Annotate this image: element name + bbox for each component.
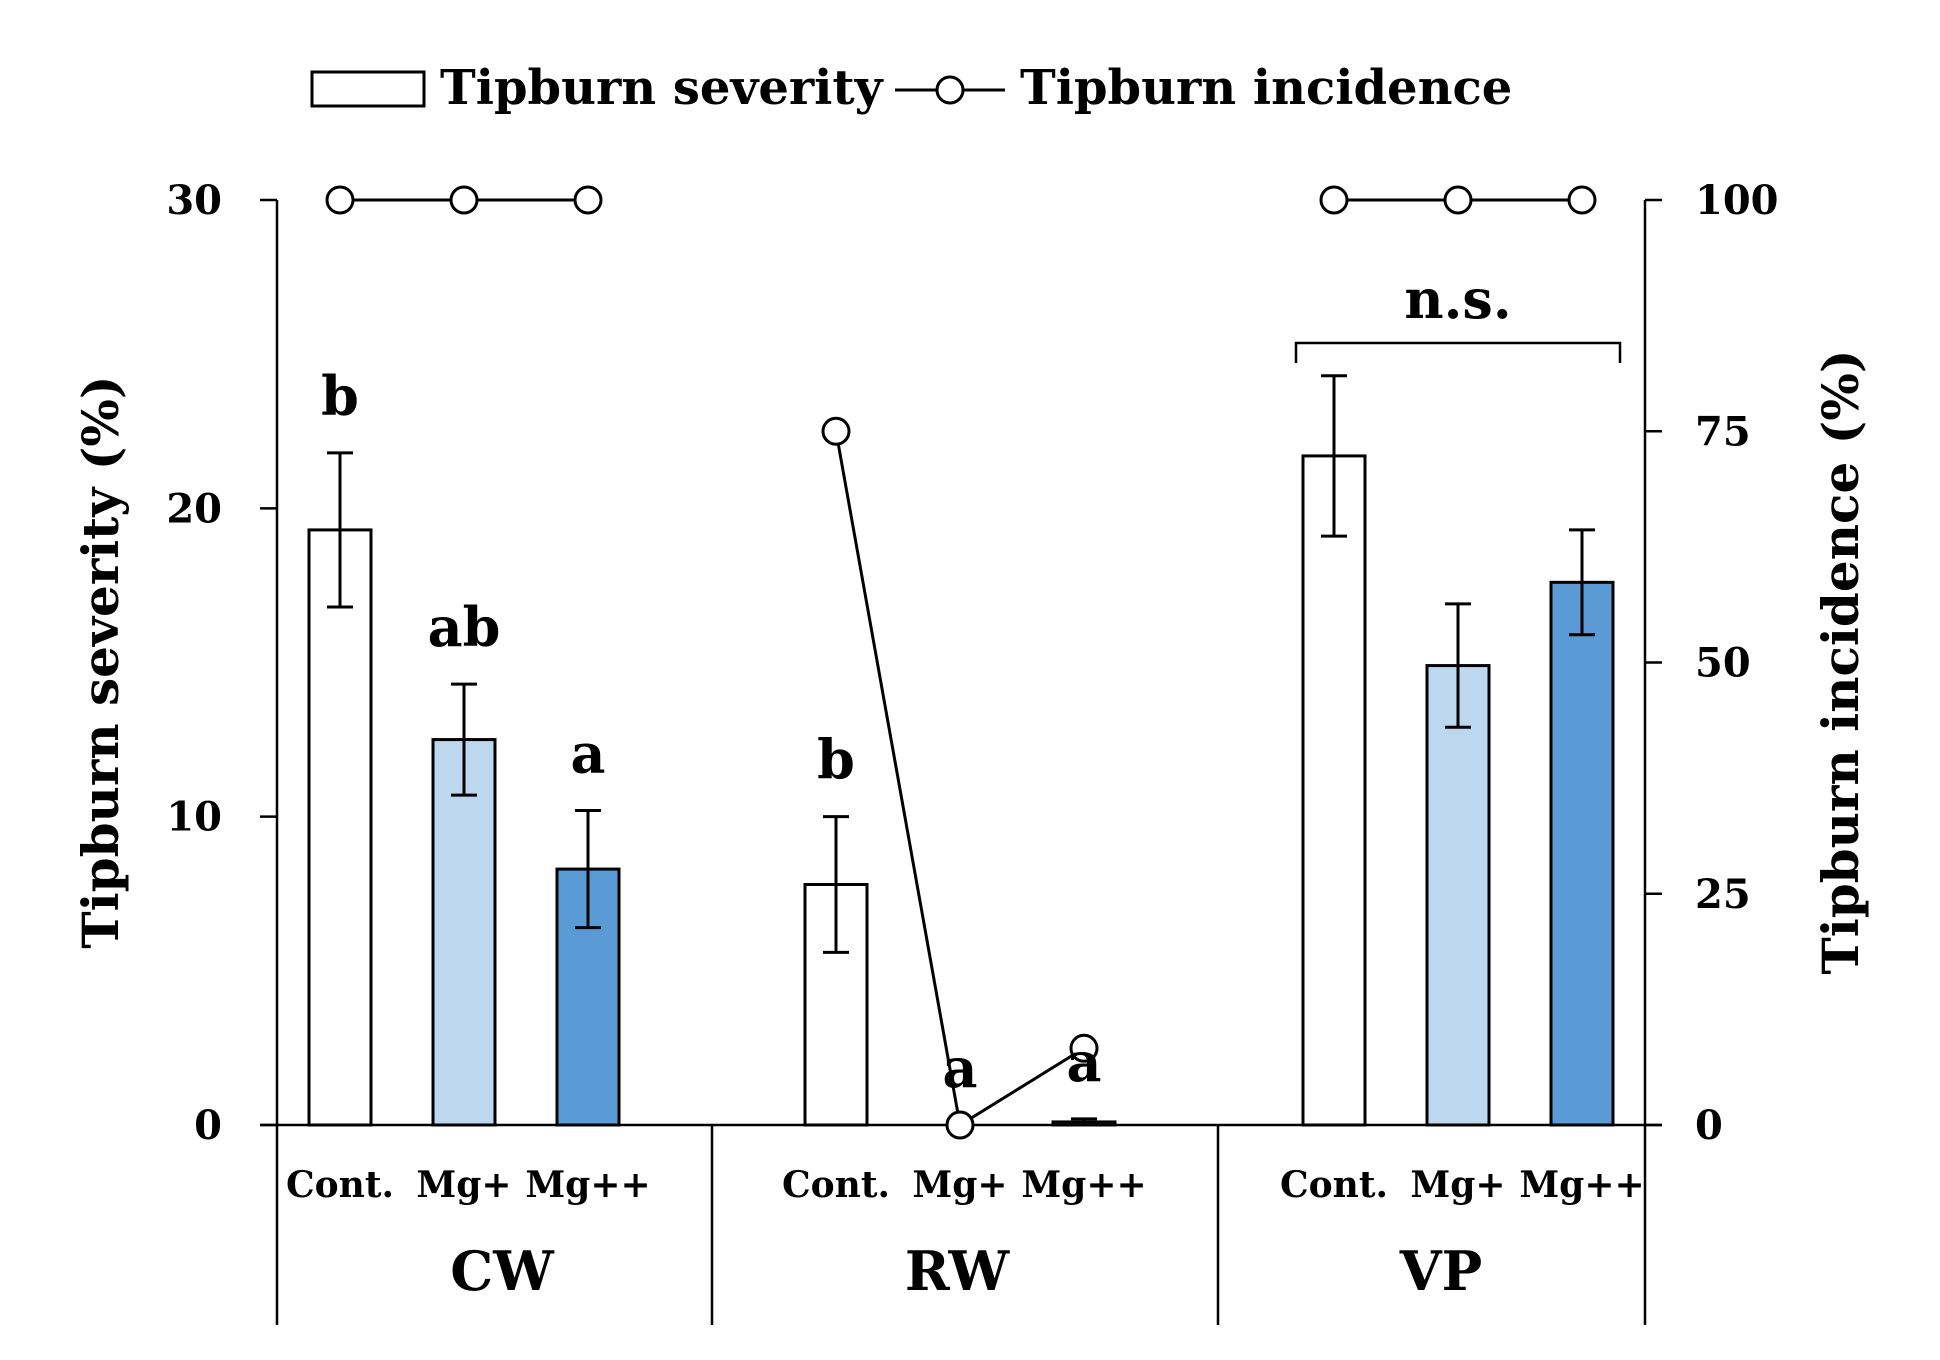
bar-VP-Mg++ bbox=[1549, 580, 1615, 1127]
group-annotations: n.s. bbox=[1294, 267, 1622, 363]
incidence-series bbox=[325, 185, 1597, 1140]
left-ticks: 0 10 20 30 bbox=[166, 177, 277, 1149]
sig-letter: b bbox=[321, 364, 359, 428]
category-label: Cont. bbox=[782, 1164, 890, 1206]
bar-CW-Cont. bbox=[307, 528, 373, 1127]
y-right-label: Tipburn incidence (%) bbox=[1811, 350, 1870, 975]
legend-line-label: Tipburn incidence bbox=[1020, 60, 1512, 116]
category-labels: Cont. Mg+ Mg++ Cont. Mg+ Mg++ Cont. Mg+ Mg++ bbox=[286, 1164, 1645, 1206]
sig-letter: a bbox=[943, 1036, 978, 1100]
category-label: Cont. bbox=[1280, 1164, 1388, 1206]
legend: Tipburn severity Tipburn incidence bbox=[310, 60, 1512, 116]
incidence-point bbox=[1443, 185, 1473, 215]
group-label: CW bbox=[450, 1239, 555, 1303]
y-left-label: Tipburn severity (%) bbox=[71, 375, 130, 948]
bar-VP-Cont. bbox=[1301, 454, 1367, 1127]
left-tick-label: 30 bbox=[166, 177, 222, 224]
group-labels: CW RW VP bbox=[450, 1239, 1482, 1303]
incidence-point bbox=[449, 185, 479, 215]
category-label: Mg++ bbox=[1021, 1164, 1146, 1206]
category-label: Cont. bbox=[286, 1164, 394, 1206]
sig-letter: a bbox=[1067, 1030, 1102, 1094]
right-ticks: 0 25 50 75 100 bbox=[1645, 177, 1779, 1149]
legend-bar-label: Tipburn severity bbox=[440, 60, 885, 116]
incidence-point bbox=[325, 185, 355, 215]
category-label: Mg+ bbox=[416, 1164, 511, 1206]
category-label: Mg++ bbox=[525, 1164, 650, 1206]
bars bbox=[307, 454, 1615, 1127]
right-tick-label: 25 bbox=[1695, 871, 1751, 918]
legend-bar-swatch bbox=[310, 70, 426, 108]
incidence-point bbox=[945, 1110, 975, 1140]
bar-CW-Mg+ bbox=[431, 738, 497, 1127]
right-tick-label: 0 bbox=[1695, 1102, 1723, 1149]
incidence-point bbox=[821, 416, 851, 446]
category-label: Mg+ bbox=[1410, 1164, 1505, 1206]
sig-letter: b bbox=[817, 728, 855, 792]
ns-bracket bbox=[1294, 341, 1622, 363]
category-label: Mg++ bbox=[1519, 1164, 1644, 1206]
right-tick-label: 50 bbox=[1695, 640, 1751, 687]
bar-VP-Mg+ bbox=[1425, 664, 1491, 1127]
incidence-point bbox=[1567, 185, 1597, 215]
left-tick-label: 20 bbox=[166, 485, 222, 532]
incidence-point bbox=[1069, 1033, 1099, 1063]
legend-line-marker bbox=[935, 75, 965, 105]
sig-letter: a bbox=[571, 722, 606, 786]
group-label: VP bbox=[1399, 1239, 1483, 1303]
left-tick-label: 0 bbox=[194, 1102, 222, 1149]
group-label: RW bbox=[905, 1239, 1011, 1303]
sig-letter: ab bbox=[428, 595, 501, 659]
incidence-point bbox=[1319, 185, 1349, 215]
right-tick-label: 100 bbox=[1695, 177, 1779, 224]
right-tick-label: 75 bbox=[1695, 408, 1751, 455]
category-label: Mg+ bbox=[912, 1164, 1007, 1206]
error-bars bbox=[327, 374, 1595, 1127]
incidence-point bbox=[573, 185, 603, 215]
left-tick-label: 10 bbox=[166, 794, 222, 841]
ns-label: n.s. bbox=[1404, 267, 1511, 331]
incidence-line-RW bbox=[834, 430, 1085, 1128]
